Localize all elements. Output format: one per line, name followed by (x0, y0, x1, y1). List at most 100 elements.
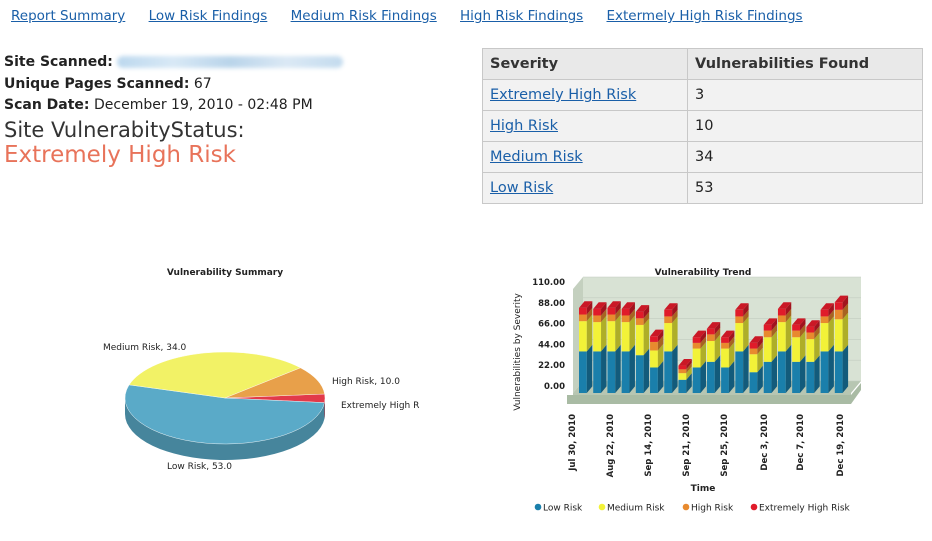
nav-medium-risk-findings[interactable]: Medium Risk Findings (290, 8, 437, 24)
bar-segment-side (728, 360, 735, 393)
bar-segment-side (615, 314, 621, 352)
count-low: 53 (687, 172, 923, 204)
severity-link-high[interactable]: High Risk (490, 118, 558, 134)
bar-segment-extremely-high-risk (820, 309, 829, 317)
bar-top (777, 302, 792, 309)
bar-segment-side (771, 324, 778, 338)
y-tick-label: 22.00 (538, 361, 565, 371)
nav-high-risk-findings[interactable]: High Risk Findings (460, 8, 584, 24)
bar-top (664, 303, 678, 310)
bar-segment-low-risk (749, 372, 758, 393)
bar-segment-side (785, 302, 792, 316)
bar-segment-side (700, 330, 706, 343)
bar-segment-side (615, 301, 621, 315)
bar-segment-side (629, 302, 635, 316)
bar-segment-side (657, 360, 664, 393)
status-value: Extremely High Risk (4, 142, 236, 168)
pie-slice-high-risk (224, 367, 325, 399)
y-tick-label: 44.00 (538, 340, 565, 350)
bar-segment-low-risk (692, 367, 701, 393)
bar-segment-side (601, 302, 607, 316)
bar-top (721, 330, 735, 338)
bar-top (650, 329, 664, 337)
bar-segment-low-risk (650, 367, 658, 393)
bar-segment-side (686, 362, 692, 374)
trend-bar-stack (607, 301, 621, 393)
legend-label: Extremely High Risk (759, 504, 851, 514)
pages-scanned-label: Unique Pages Scanned: (4, 75, 190, 92)
bar-top (593, 302, 607, 309)
severity-table: Severity Vulnerabilities Found Extremely… (482, 48, 923, 204)
nav-report-summary[interactable]: Report Summary (11, 8, 126, 24)
bar-segment-side (828, 303, 834, 317)
bar-segment-extremely-high-risk (706, 328, 715, 335)
bar-segment-side (814, 320, 820, 333)
bar-segment-side (785, 315, 792, 352)
bar-segment-side (700, 336, 706, 349)
bar-segment-low-risk (792, 361, 800, 393)
bar-segment-medium-risk (593, 322, 602, 352)
x-tick-label: Dec 19, 2010 (836, 414, 846, 477)
bar-segment-low-risk (735, 351, 744, 393)
bar-segment-side (586, 314, 593, 352)
bar-top (735, 303, 749, 310)
nav-extremely-high-risk-findings[interactable]: Extermely High Risk Findings (606, 8, 803, 24)
bar-segment-extremely-high-risk (777, 308, 786, 316)
bar-top (706, 322, 721, 329)
bar-segment-side (643, 348, 650, 393)
pages-scanned-row: Unique Pages Scanned: 67 (4, 74, 343, 96)
bar-segment-extremely-high-risk (635, 311, 644, 319)
bar-segment-side (714, 355, 721, 393)
bar-top (678, 358, 692, 366)
bar-segment-side (771, 355, 778, 393)
bar-segment-side (814, 355, 820, 393)
bar-segment-low-risk (593, 351, 602, 393)
plot-base (567, 383, 861, 404)
trend-bar-stack (749, 336, 763, 393)
trend-bar-stack (763, 318, 778, 393)
bar-segment-side (828, 316, 834, 352)
bar-segment-side (629, 315, 635, 352)
severity-link-low[interactable]: Low Risk (490, 180, 554, 196)
bar-segment-side (714, 334, 721, 362)
bar-segment-high-risk (664, 316, 673, 324)
x-tick-label: Jul 30, 2010 (568, 414, 578, 472)
bar-segment-medium-risk (777, 322, 786, 352)
bar-segment-side (601, 315, 607, 352)
severity-link-extremely-high[interactable]: Extremely High Risk (490, 87, 637, 103)
x-tick-label: Sep 25, 2010 (720, 414, 730, 477)
bar-segment-low-risk (621, 351, 630, 393)
bar-segment-extremely-high-risk (607, 307, 616, 315)
bar-segment-extremely-high-risk (650, 336, 658, 342)
bar-segment-side (799, 355, 806, 393)
site-url-redacted[interactable] (117, 56, 344, 68)
bar-segment-side (842, 303, 849, 320)
bar-top (749, 336, 763, 343)
trend-bar-stack (593, 302, 607, 393)
bar-segment-side (601, 344, 607, 393)
pie-label: Low Risk, 53.0 (167, 462, 232, 472)
bar-segment-high-risk (706, 334, 715, 341)
count-extremely-high: 3 (687, 79, 923, 111)
header-vulnerabilities-found: Vulnerabilities Found (687, 48, 923, 80)
bar-segment-high-risk (692, 342, 701, 349)
bar-segment-side (814, 325, 820, 340)
bar-top (621, 302, 635, 309)
bar-segment-medium-risk (820, 323, 829, 352)
bar-top (820, 303, 834, 310)
bar-segment-side (657, 335, 664, 351)
x-tick-label: Aug 22, 2010 (606, 414, 616, 477)
trend-bar-stack (735, 303, 749, 393)
bar-segment-extremely-high-risk (692, 337, 701, 343)
pie-side-low-risk (125, 398, 325, 460)
bar-segment-medium-risk (621, 322, 630, 352)
severity-link-medium[interactable]: Medium Risk (490, 149, 583, 165)
bar-top (579, 301, 593, 308)
pie-slice-medium-risk (128, 351, 301, 399)
nav-low-risk-findings[interactable]: Low Risk Findings (148, 8, 268, 24)
bar-segment-side (743, 344, 749, 393)
scan-date-row: Scan Date: December 19, 2010 - 02:48 PM (4, 95, 343, 117)
bar-segment-extremely-high-risk (721, 337, 729, 343)
bar-segment-side (615, 307, 621, 322)
table-row: Low Risk 53 (482, 172, 923, 204)
